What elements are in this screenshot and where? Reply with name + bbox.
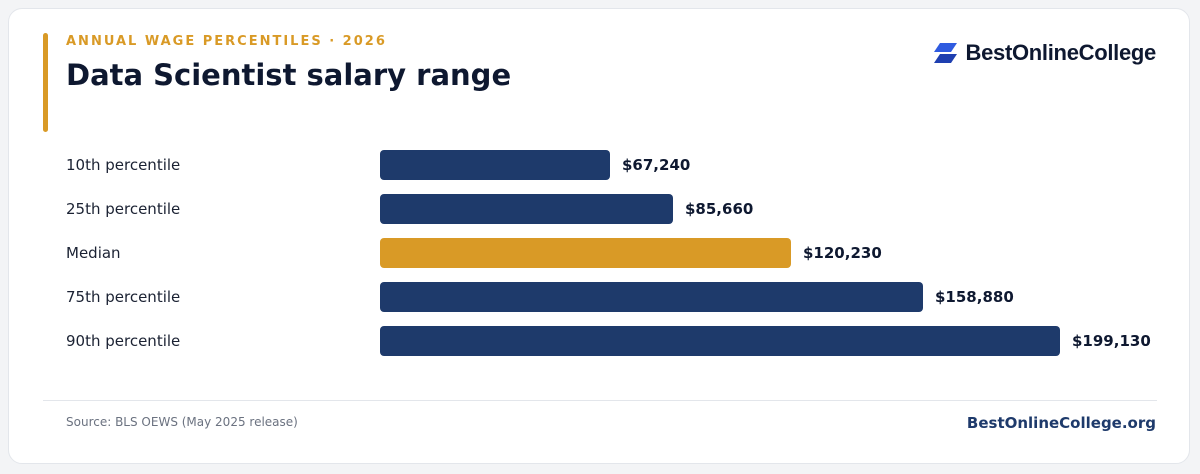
bar-value-label: $67,240 [622, 156, 691, 174]
footer-divider [43, 400, 1157, 401]
bar [380, 194, 673, 224]
bar-value-label: $85,660 [685, 200, 754, 218]
brand-logo-icon [933, 43, 957, 63]
brand-header[interactable]: BestOnlineCollege [932, 40, 1157, 66]
bar-value-label: $199,130 [1072, 332, 1151, 350]
brand-name: BestOnlineCollege [965, 40, 1157, 65]
bar [380, 282, 923, 312]
accent-bar [43, 33, 48, 132]
chart-title: Data Scientist salary range [66, 58, 512, 92]
bar-label: Median [66, 244, 121, 262]
bar-label: 10th percentile [66, 156, 181, 174]
bar-label: 90th percentile [66, 332, 181, 350]
bar-value-label: $158,880 [935, 288, 1014, 306]
source-note: Source: BLS OEWS (May 2025 release) [66, 415, 298, 429]
bar [380, 238, 791, 268]
bar-label: 25th percentile [66, 200, 181, 218]
chart-eyebrow: ANNUAL WAGE PERCENTILES · 2026 [66, 34, 387, 49]
site-link[interactable]: BestOnlineCollege.org [966, 414, 1156, 432]
bar [380, 150, 610, 180]
bar-value-label: $120,230 [803, 244, 882, 262]
chart-card [8, 8, 1190, 464]
bar [380, 326, 1060, 356]
bar-label: 75th percentile [66, 288, 181, 306]
